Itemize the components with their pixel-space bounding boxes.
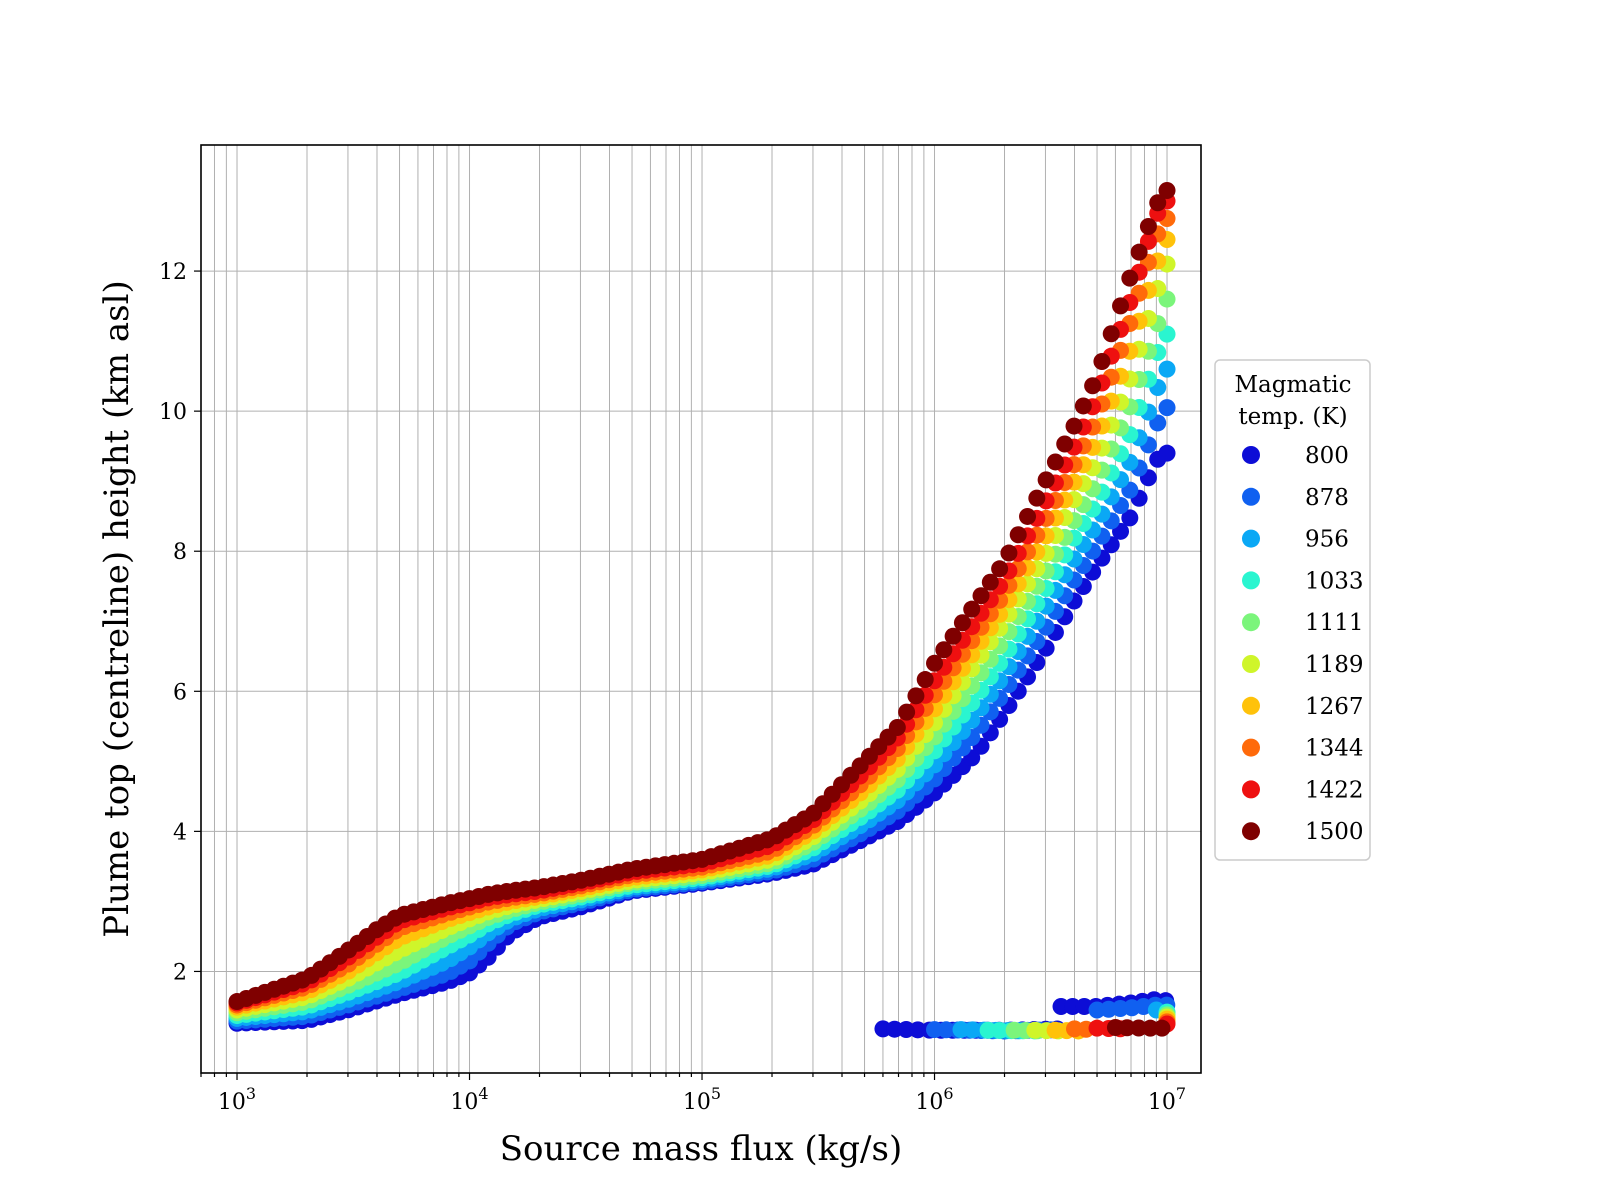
point [1093, 353, 1111, 371]
point [935, 641, 953, 659]
legend-marker [1242, 613, 1260, 632]
legend-label: 1422 [1305, 777, 1364, 803]
point [953, 614, 971, 632]
point [1153, 1019, 1171, 1037]
legend-marker [1242, 780, 1260, 799]
y-axis-title: Plume top (centreline) height (km asl) [97, 280, 137, 938]
point [1075, 997, 1093, 1015]
y-tick-labels: 2 4 6 8 10 12 [159, 260, 187, 985]
point [1065, 417, 1083, 435]
point [898, 703, 916, 721]
y-tick-label: 6 [173, 680, 187, 705]
point [1009, 526, 1027, 544]
legend-marker [1242, 529, 1260, 548]
legend-marker [1242, 738, 1260, 757]
point [1074, 397, 1092, 415]
legend-entries: 800 878 956 1033 1111 1189 1267 1344 1422 1500 [1242, 443, 1364, 845]
point [991, 560, 1009, 578]
point [1158, 360, 1176, 378]
x-tick-label: 104 [450, 1084, 488, 1115]
plot-frame [200, 144, 1202, 1074]
point [1102, 325, 1120, 343]
point [1139, 218, 1157, 236]
legend-label: 956 [1305, 527, 1349, 553]
point [1130, 243, 1148, 261]
x-tick-labels: 103 104 105 106 107 [218, 1084, 1186, 1115]
point [1121, 509, 1139, 527]
legend-label: 1189 [1305, 652, 1364, 678]
x-tick-label: 106 [915, 1084, 953, 1115]
y-tick-label: 12 [159, 260, 187, 285]
point [1056, 435, 1074, 453]
point [1158, 399, 1176, 417]
point [1028, 489, 1046, 507]
point [916, 671, 934, 689]
legend-marker [1242, 571, 1260, 590]
point [1064, 997, 1082, 1015]
point [963, 600, 981, 618]
legend-label: 1111 [1305, 610, 1364, 636]
y-tick-label: 10 [159, 400, 187, 425]
legend-label: 1344 [1305, 736, 1364, 762]
legend-frame [1214, 359, 1371, 861]
legend-label: 1267 [1305, 694, 1364, 720]
point [926, 654, 944, 672]
point [981, 573, 999, 591]
legend: Magmatic temp. (K) 800 878 956 1033 1111 1189… [1214, 359, 1371, 861]
legend-label: 1500 [1305, 819, 1364, 845]
point [1121, 269, 1139, 287]
legend-marker [1242, 696, 1260, 715]
legend-marker [1242, 487, 1260, 506]
x-tick-label: 103 [218, 1084, 256, 1115]
point [1052, 997, 1070, 1015]
point [1084, 377, 1102, 395]
point [888, 719, 906, 737]
legend-title-line-1: Magmatic [1235, 372, 1352, 398]
point [944, 627, 962, 645]
y-tick-label: 2 [173, 960, 187, 985]
x-tick-label: 105 [683, 1084, 721, 1115]
legend-marker [1242, 655, 1260, 673]
point [1141, 1019, 1159, 1037]
scatter-points [228, 182, 1176, 1040]
point [1019, 507, 1037, 525]
axis-ticks [194, 270, 1168, 1080]
legend-marker [1242, 446, 1260, 464]
point [972, 587, 990, 605]
legend-label: 1033 [1305, 568, 1364, 594]
legend-title-line-2: temp. (K) [1238, 404, 1347, 430]
series-1500 [228, 182, 1176, 1037]
legend-label: 878 [1305, 485, 1349, 511]
legend-marker [1242, 822, 1260, 841]
point [1149, 194, 1167, 212]
x-tick-label: 107 [1148, 1084, 1186, 1115]
x-axis-title: Source mass flux (kg/s) [500, 1129, 902, 1169]
point [1158, 444, 1176, 462]
legend-label: 800 [1305, 443, 1349, 469]
y-tick-label: 8 [173, 540, 187, 565]
y-tick-label: 4 [173, 820, 187, 845]
point [1037, 471, 1055, 489]
point [1112, 297, 1130, 315]
point [1158, 182, 1176, 200]
point [1000, 544, 1018, 562]
point [907, 687, 925, 705]
point [1046, 453, 1064, 471]
